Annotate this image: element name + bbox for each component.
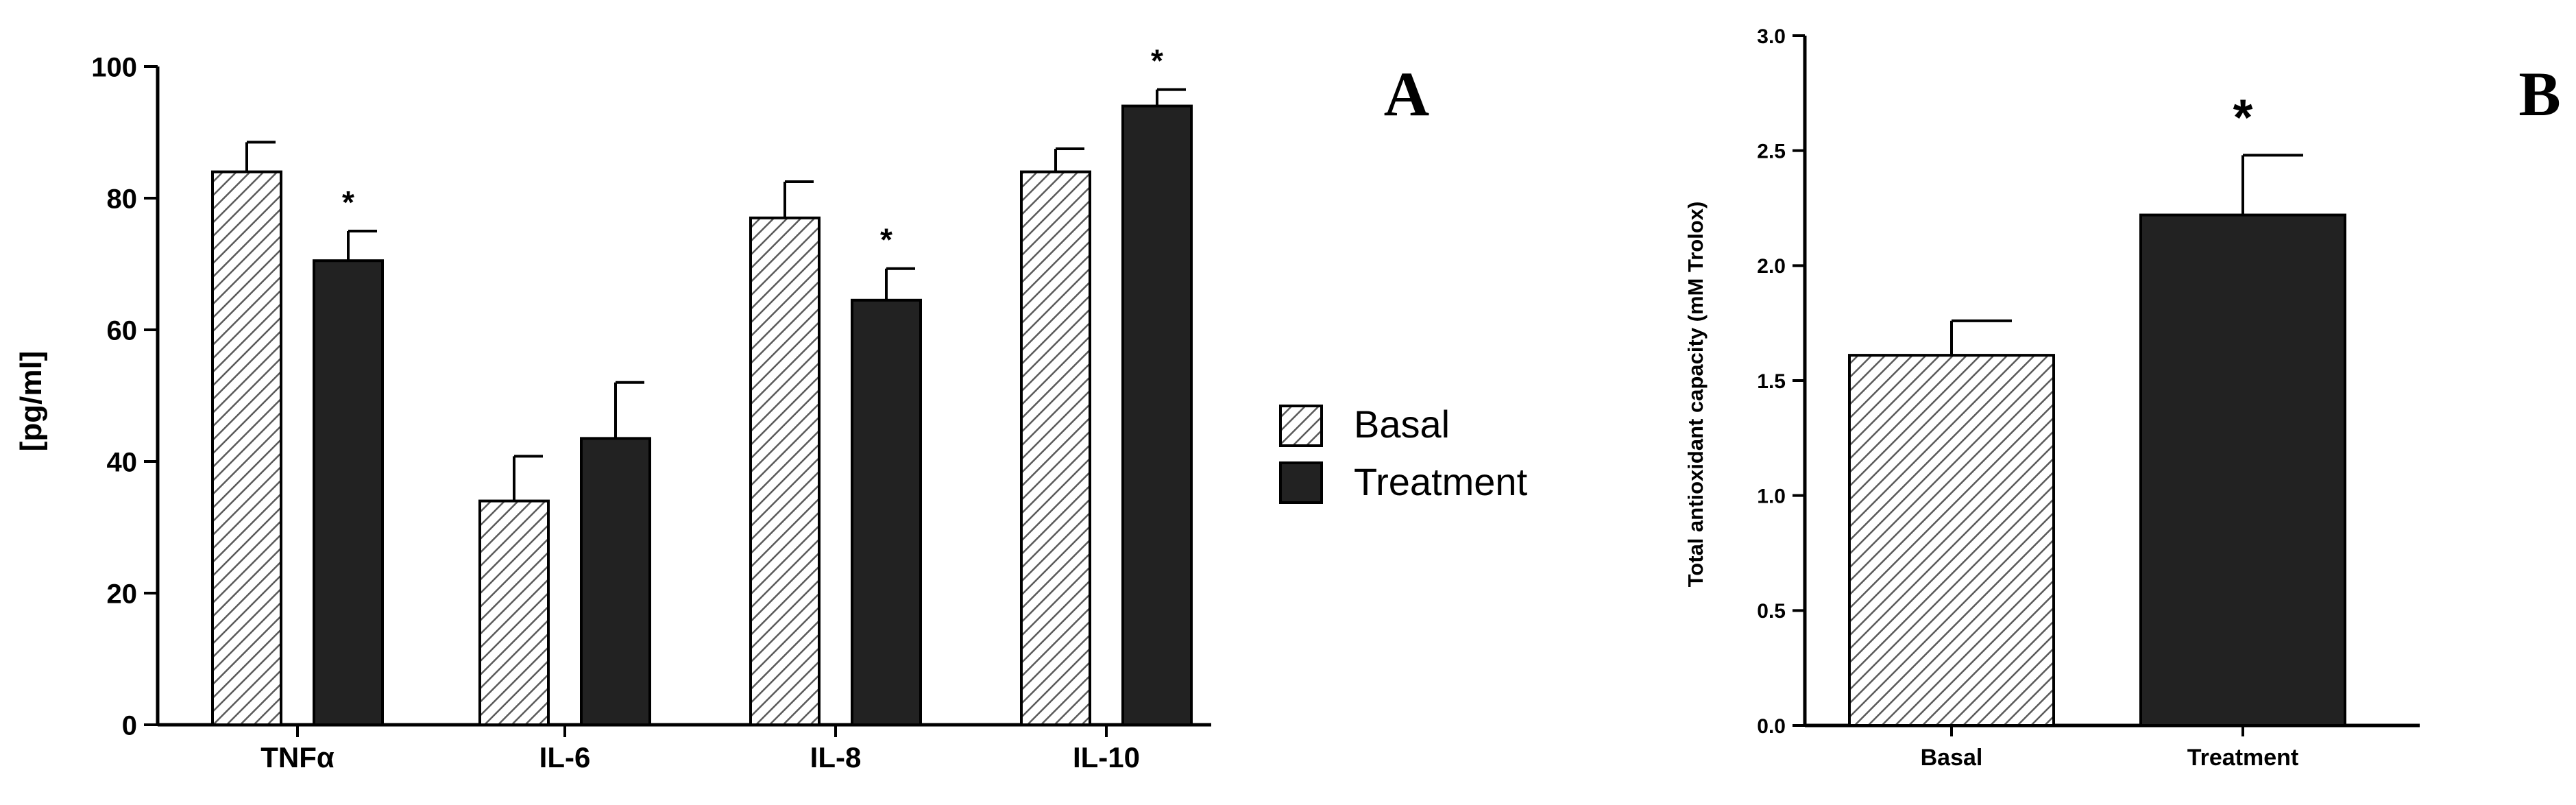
panel-b-y-tick-label: 0.5 xyxy=(1757,600,1786,623)
panel-a-tnf-treatment-bar xyxy=(313,259,384,726)
panel-b-y-tick-label: 2.0 xyxy=(1757,255,1786,278)
panel-a-x-tick-label: TNFα xyxy=(260,741,335,773)
panel-b-treatment-bar xyxy=(2139,213,2346,727)
panel-a-chart: 0 20 40 60 80 100 * TNFα IL-6 * IL-8 * IL-10 [pg/ml]… xyxy=(14,43,1429,773)
legend: Basal Treatment xyxy=(1279,402,1528,504)
panel-a-il-10-treatment-significance-star: * xyxy=(1151,43,1163,79)
panel-a-il-8-basal-bar xyxy=(749,216,821,726)
panel-a-letter: A xyxy=(1384,59,1429,129)
panel-a-y-tick-label: 100 xyxy=(91,52,137,82)
panel-a-il-8-treatment-bar xyxy=(851,298,922,726)
panel-a-tnf-basal-bar xyxy=(211,170,282,727)
panel-a-x-tick-label: IL-8 xyxy=(810,741,862,773)
panel-a-y-tick-label: 20 xyxy=(107,579,138,609)
panel-a-y-tick-label: 40 xyxy=(107,447,138,477)
legend-label-basal: Basal xyxy=(1354,402,1450,446)
panel-b-x-tick-label: Treatment xyxy=(2187,745,2299,771)
panel-b-y-tick-label: 1.0 xyxy=(1757,485,1786,507)
panel-a-il-10-treatment-bar xyxy=(1121,104,1193,727)
panel-a-il-8-treatment-significance-star: * xyxy=(880,222,892,258)
panel-a-il-10-basal-bar xyxy=(1020,170,1091,727)
panel-b-treatment-significance-star: * xyxy=(2233,88,2253,145)
panel-b-y-tick-label: 0.0 xyxy=(1757,715,1786,738)
panel-b-plot-area: 0.0 0.5 1.0 1.5 2.0 2.5 3.0 Basal * Treatment xyxy=(1757,25,2420,771)
panel-b-y-tick-label: 3.0 xyxy=(1757,25,1786,48)
panel-a-il-6-treatment-bar xyxy=(580,437,651,727)
panel-b-letter: B xyxy=(2518,59,2560,129)
panel-a-y-tick-label: 60 xyxy=(107,315,138,346)
panel-b-basal-bar xyxy=(1848,354,2055,727)
panel-b-y-tick-label: 1.5 xyxy=(1757,370,1786,393)
panel-a-y-axis-label: [pg/ml] xyxy=(14,351,48,452)
panel-a-y-tick-label: 80 xyxy=(107,184,138,214)
panel-a-x-tick-label: IL-10 xyxy=(1073,741,1140,773)
legend-label-treatment: Treatment xyxy=(1354,460,1528,503)
legend-swatch-basal xyxy=(1279,405,1323,447)
panel-b-y-tick-label: 2.5 xyxy=(1757,140,1786,163)
panel-a-il-6-basal-bar xyxy=(478,499,550,726)
panel-b-x-tick-label: Basal xyxy=(1921,745,1983,771)
panel-a-x-tick-label: IL-6 xyxy=(539,741,591,773)
panel-a-tnf-treatment-significance-star: * xyxy=(342,184,354,220)
panel-b-y-axis-label: Total antioxidant capacity (mM Trolox) xyxy=(1684,202,1708,588)
legend-swatch-treatment xyxy=(1279,461,1323,504)
panel-a-plot-area: 0 20 40 60 80 100 * TNFα IL-6 * IL-8 * IL-10 xyxy=(91,43,1211,773)
panel-a-y-tick-label: 0 xyxy=(122,710,137,741)
panel-b-chart: 0.0 0.5 1.0 1.5 2.0 2.5 3.0 Basal * Treatment Tot… xyxy=(1684,25,2561,771)
